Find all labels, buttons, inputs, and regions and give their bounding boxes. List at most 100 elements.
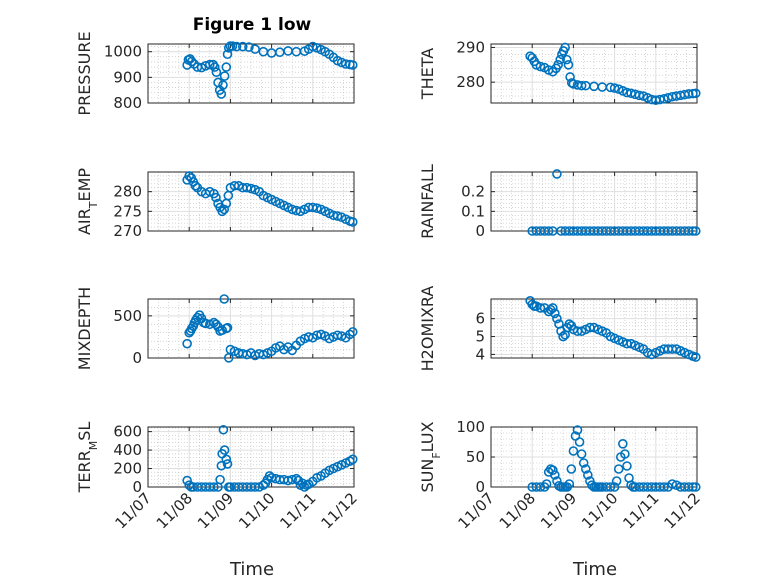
y-tick-label: 280 — [113, 183, 142, 201]
panel-5: 456 H2OMIXRA — [418, 286, 701, 372]
data-point — [611, 476, 622, 486]
data-point — [209, 482, 219, 492]
data-point — [283, 46, 293, 56]
data-point — [182, 338, 192, 349]
panel-6: 020040060011/0711/0811/0911/1011/1111/12… — [75, 422, 361, 533]
data-point — [659, 482, 669, 492]
data-point — [215, 474, 225, 485]
data-point — [568, 446, 579, 456]
data-point — [552, 313, 562, 324]
data-point — [690, 482, 701, 492]
data-point — [690, 226, 701, 236]
data-point — [574, 437, 585, 447]
data-point — [558, 331, 568, 342]
data-point — [560, 42, 570, 53]
data-point — [205, 59, 215, 70]
y-tick-label: 4 — [475, 345, 485, 363]
data-point — [312, 203, 322, 213]
data-point — [613, 464, 624, 474]
data-point — [609, 482, 620, 492]
data-point — [221, 62, 232, 72]
data-point — [347, 454, 358, 465]
data-point — [217, 206, 227, 217]
y-tick-label: 0 — [475, 478, 485, 496]
axes-box — [490, 298, 698, 359]
data-point — [307, 41, 318, 52]
y-tick-label: 600 — [113, 423, 142, 441]
data-point — [231, 41, 242, 52]
axes-box — [490, 171, 698, 232]
x-tick-label: 11/12 — [318, 489, 361, 532]
data-point — [211, 192, 221, 203]
y-tick-label: 0 — [132, 478, 142, 496]
panel-3: 0 0.10.2 RAINFALL — [418, 164, 701, 240]
y-tick-label: 270 — [113, 222, 142, 240]
data-point — [211, 67, 222, 78]
data-point — [583, 470, 593, 480]
y-tick-label: 200 — [113, 460, 142, 478]
data-point — [552, 169, 562, 179]
data-point — [218, 80, 228, 90]
data-point — [340, 59, 351, 69]
data-point — [219, 445, 230, 455]
data-point — [690, 352, 701, 362]
y-tick-label: 0 — [132, 349, 142, 367]
y-tick-label: 100 — [456, 418, 485, 436]
y-tick-label: 1000 — [104, 43, 142, 61]
data-point — [219, 204, 230, 215]
y-tick-label: 0 — [475, 222, 485, 240]
x-tick-label: 11/12 — [661, 489, 704, 532]
data-point — [186, 56, 197, 67]
data-point — [550, 470, 560, 480]
data-point — [216, 460, 227, 471]
data-point — [541, 479, 552, 489]
data-point — [332, 211, 343, 221]
data-point — [564, 479, 575, 489]
panel-7: 05010011/0711/0811/0911/1011/1111/12SUNF… — [418, 418, 704, 532]
data-point — [690, 88, 701, 99]
data-point — [216, 89, 227, 99]
x-tick-label: 11/09 — [194, 489, 237, 532]
data-point — [555, 54, 566, 65]
y-axis-label: PRESSURE — [75, 31, 94, 115]
data-point — [605, 482, 616, 492]
data-point — [275, 47, 285, 58]
data-point — [620, 449, 630, 459]
data-point — [578, 458, 589, 468]
x-tick-label: 11/11 — [619, 489, 662, 532]
x-axis-label-right: Time — [572, 559, 617, 580]
data-point — [244, 42, 254, 52]
y-tick-label: 50 — [466, 448, 485, 466]
data-point — [347, 327, 358, 337]
data-point — [250, 44, 260, 54]
panel-1: 280 290 THETA — [418, 38, 701, 106]
data-point — [221, 454, 232, 465]
data-point — [566, 464, 577, 474]
y-tick-label: 500 — [113, 307, 142, 325]
data-point — [576, 80, 587, 91]
y-tick-label: 400 — [113, 441, 142, 459]
y-axis-label: SUNFLUX — [418, 421, 443, 492]
y-axis-label: THETA — [418, 48, 437, 100]
y-tick-label: 0.2 — [461, 183, 485, 201]
data-point — [553, 60, 563, 70]
data-point — [347, 217, 358, 227]
data-point — [222, 459, 233, 469]
y-tick-label: 6 — [475, 310, 485, 328]
axes-box — [147, 171, 355, 232]
panel-4: 0 500 MIXDEPTH — [75, 287, 358, 370]
y-axis-label: H2OMIXRA — [418, 286, 437, 372]
data-point — [222, 322, 233, 333]
data-point — [618, 438, 628, 449]
y-tick-label: 900 — [113, 68, 142, 86]
data-point — [246, 183, 256, 194]
y-tick-label: 275 — [113, 202, 142, 220]
y-tick-label: 800 — [113, 94, 142, 112]
data-point — [683, 482, 694, 492]
data-point — [535, 303, 546, 313]
data-point — [218, 424, 229, 435]
data-point — [190, 180, 201, 191]
